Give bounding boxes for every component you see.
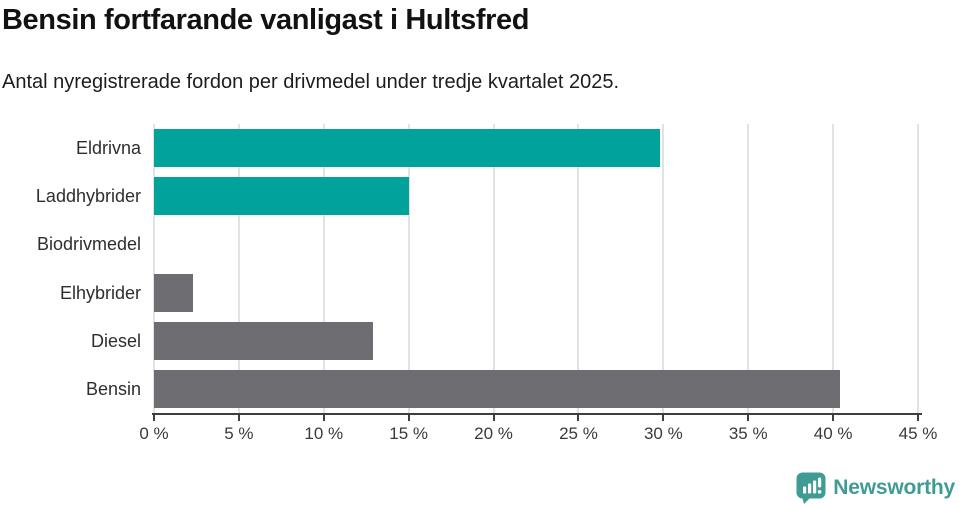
tick-label: 0 % — [139, 424, 169, 443]
tick-label: 45 % — [898, 424, 938, 443]
tick-label: 5 % — [224, 424, 254, 443]
category-label: Elhybrider — [59, 282, 141, 303]
newsworthy-logo[interactable]: Newsworthy — [796, 472, 955, 504]
gridline — [153, 124, 155, 413]
newsworthy-bar-chart-bubble-icon — [796, 472, 826, 504]
x-axis-line — [152, 413, 922, 415]
gridline — [917, 124, 919, 413]
category-label: Diesel — [90, 330, 141, 351]
tick-mark — [577, 415, 580, 421]
tick-label: 40 % — [813, 424, 853, 443]
plot-area — [153, 124, 919, 413]
gridline — [662, 124, 665, 413]
x-axis-ticks — [153, 415, 919, 422]
category-label: Bensin — [85, 378, 141, 399]
category-label: Eldrivna — [75, 138, 141, 158]
tick-mark — [917, 415, 919, 421]
tick-mark — [322, 415, 325, 421]
tick-label: 15 % — [389, 424, 429, 443]
gridline — [237, 124, 240, 413]
bar-bensin — [154, 369, 840, 408]
tick-label: 10 % — [304, 424, 344, 443]
bar-elhybrider — [154, 273, 194, 312]
tick-mark — [832, 415, 835, 421]
category-label: Biodrivmedel — [36, 234, 141, 255]
tick-label: 25 % — [559, 424, 598, 443]
bar-laddhybrider — [154, 177, 409, 216]
chart-subtitle: Antal nyregistrerade fordon per drivmede… — [2, 71, 620, 93]
x-axis-tick-labels: 0 % 5 % 10 % 15 % 20 % 25 % 30 % 35 % 40 % 45 % — [139, 424, 937, 446]
tick-label: 20 % — [474, 424, 513, 443]
gridline — [577, 124, 580, 413]
newsworthy-logo-text: Newsworthy — [833, 476, 955, 499]
tick-mark — [153, 415, 155, 421]
gridline — [322, 124, 325, 413]
tick-mark — [237, 415, 240, 421]
tick-mark — [662, 415, 665, 421]
gridline — [407, 124, 410, 413]
bar-diesel — [154, 321, 373, 360]
gridline — [747, 124, 750, 413]
gridline — [492, 124, 495, 413]
tick-label: 35 % — [728, 424, 768, 443]
chart-title: Bensin fortfarande vanligast i Hultsfred — [2, 4, 530, 36]
bar-eldrivna — [154, 129, 660, 168]
tick-label: 30 % — [643, 424, 683, 443]
tick-mark — [492, 415, 495, 421]
category-axis-labels: Eldrivna Laddhybrider Biodrivmedel Elhybrid… — [0, 124, 141, 413]
tick-mark — [747, 415, 750, 421]
tick-mark — [407, 415, 410, 421]
category-label: Laddhybrider — [35, 186, 141, 207]
gridline — [832, 124, 835, 413]
